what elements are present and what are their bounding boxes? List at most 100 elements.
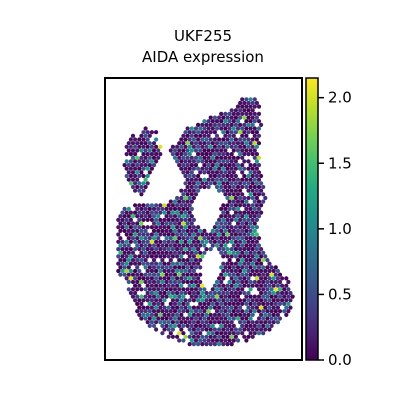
spot-point	[254, 254, 259, 259]
spot-point	[212, 312, 217, 317]
spot-point	[210, 243, 215, 248]
spot-point	[183, 334, 188, 339]
spot-point	[212, 130, 217, 135]
spot-point	[149, 268, 154, 274]
spot-point	[181, 287, 186, 292]
spot-point	[189, 265, 194, 270]
spot-point	[267, 283, 272, 288]
spot-point	[248, 309, 253, 314]
spot-point	[223, 331, 228, 336]
spot-point	[149, 130, 154, 135]
spot-point	[170, 312, 175, 317]
spot-point	[256, 133, 262, 138]
spot-point	[235, 272, 241, 277]
spot-point	[164, 272, 169, 277]
spot-point	[172, 221, 178, 226]
spot-point	[133, 232, 138, 237]
spot-point	[172, 155, 178, 160]
spot-point	[223, 250, 228, 255]
spot-point	[156, 301, 161, 306]
spot-point	[244, 199, 249, 204]
spot-point	[259, 298, 264, 303]
spot-point	[160, 331, 165, 336]
spot-point	[210, 141, 215, 146]
spot-point	[244, 177, 249, 182]
spot-point	[244, 323, 249, 328]
spot-point	[254, 115, 259, 120]
spot-point	[252, 272, 257, 277]
spot-point	[214, 338, 220, 343]
spot-point	[145, 217, 150, 222]
spot-point	[256, 111, 262, 116]
spot-point	[156, 309, 161, 314]
spot-point	[120, 261, 125, 266]
spot-point	[244, 279, 249, 285]
spot-point	[135, 301, 140, 306]
spot-point	[189, 170, 194, 175]
spot-point	[271, 312, 276, 317]
spot-point	[143, 279, 148, 285]
spot-point	[177, 301, 182, 306]
spot-point	[231, 338, 236, 343]
spot-point	[240, 331, 245, 336]
spot-point	[238, 122, 243, 127]
spot-point	[139, 258, 144, 263]
spot-point	[162, 217, 167, 222]
spot-point	[137, 188, 142, 193]
spot-point	[187, 130, 192, 135]
spot-point	[170, 261, 175, 266]
spot-point	[242, 137, 247, 142]
spot-point	[151, 301, 157, 306]
spot-point	[202, 323, 207, 328]
spot-point	[265, 309, 270, 314]
spot-point	[242, 115, 247, 120]
spot-point	[196, 247, 201, 252]
spot-point	[263, 290, 268, 296]
spot-point	[227, 177, 232, 182]
spot-point	[248, 258, 253, 263]
spot-point	[160, 258, 165, 263]
spot-point	[133, 268, 138, 274]
spot-point	[185, 184, 190, 190]
spot-point	[240, 323, 245, 328]
spot-point	[156, 316, 161, 321]
spot-point	[252, 243, 257, 248]
spot-point	[202, 133, 207, 138]
spot-point	[175, 283, 180, 288]
spot-point	[145, 254, 150, 259]
spot-point	[183, 130, 188, 135]
spot-point	[128, 276, 133, 281]
spot-point	[196, 144, 201, 149]
spot-point	[244, 258, 249, 263]
spot-point	[166, 203, 171, 208]
spot-point	[166, 239, 171, 244]
spot-point	[235, 301, 241, 306]
spot-point	[229, 290, 234, 296]
spot-point	[231, 243, 236, 248]
spot-point	[141, 261, 146, 266]
spot-point	[133, 283, 138, 288]
spot-point	[149, 290, 154, 296]
spot-point	[196, 152, 201, 157]
spot-point	[231, 309, 236, 314]
spot-point	[189, 331, 194, 336]
spot-point	[288, 305, 293, 310]
spot-point	[210, 228, 215, 233]
spot-point	[225, 122, 230, 127]
spot-point	[160, 221, 165, 226]
spot-point	[235, 265, 241, 270]
spot-point	[168, 301, 173, 306]
spot-point	[231, 163, 236, 168]
spot-point	[212, 327, 217, 332]
spot-point	[147, 214, 152, 219]
spot-point	[154, 203, 159, 208]
spot-point	[145, 320, 150, 325]
spot-point	[248, 316, 253, 321]
spot-point	[233, 225, 238, 230]
spot-point	[141, 210, 146, 215]
spot-point	[122, 243, 127, 248]
spot-point	[221, 203, 226, 208]
spot-point	[254, 298, 259, 303]
spot-point	[271, 276, 276, 281]
spot-point	[149, 144, 154, 149]
